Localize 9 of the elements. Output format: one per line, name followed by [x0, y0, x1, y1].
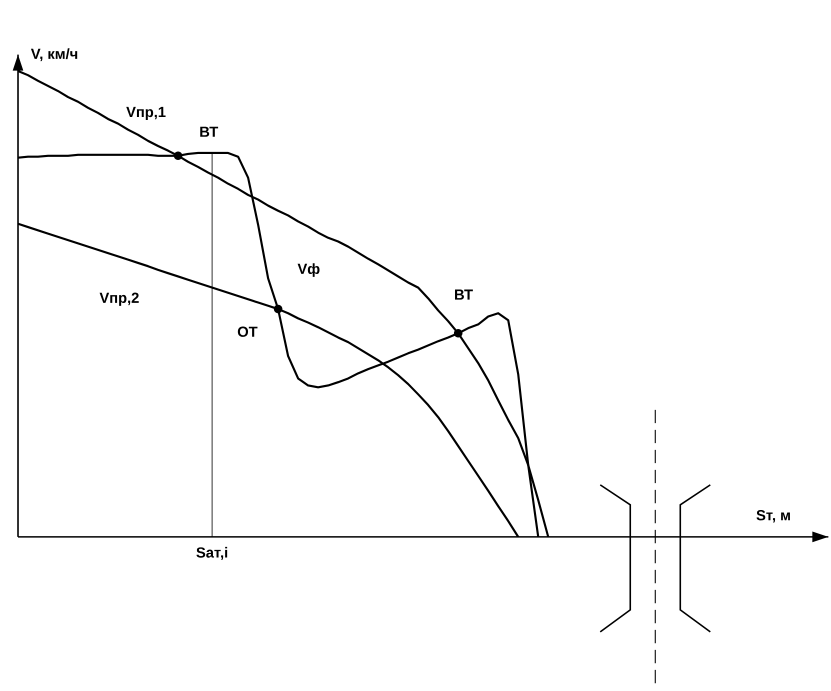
- series-label: Vф: [298, 263, 320, 277]
- annotation: ВТ: [455, 290, 473, 300]
- text: Sат,i: [196, 546, 228, 560]
- y-axis-title: V, км/ч: [30, 48, 78, 62]
- series-label: Vпр,1: [126, 106, 166, 120]
- x-axis-title: Sт, м: [756, 510, 790, 523]
- annotation: ВТ: [200, 126, 218, 137]
- series-label: Vпр,2: [100, 292, 139, 306]
- annotation: ОТ: [238, 326, 258, 337]
